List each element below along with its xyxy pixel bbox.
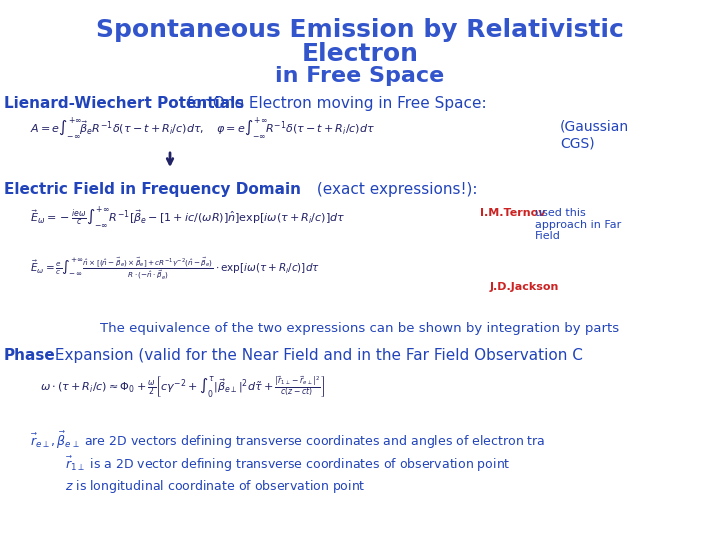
Text: (exact expressions!):: (exact expressions!): [312, 182, 477, 197]
Text: $\vec{E}_\omega=-\frac{ie\omega}{c}\int_{-\infty}^{+\infty}R^{-1}[\vec{\beta}_e-: $\vec{E}_\omega=-\frac{ie\omega}{c}\int_… [30, 205, 346, 230]
Text: Electron: Electron [302, 42, 418, 66]
Text: in Free Space: in Free Space [275, 66, 445, 86]
Text: The equivalence of the two expressions can be shown by integration by parts: The equivalence of the two expressions c… [100, 322, 619, 335]
Text: Lienard-Wiechert Potentials: Lienard-Wiechert Potentials [4, 96, 244, 111]
Text: used this
approach in Far
Field: used this approach in Far Field [535, 208, 621, 241]
Text: $\vec{r}_{1\perp}$ is a 2D vector defining transverse coordinates of observation: $\vec{r}_{1\perp}$ is a 2D vector defini… [65, 455, 510, 474]
Text: J.D.Jackson: J.D.Jackson [490, 282, 559, 292]
Text: Electric Field in Frequency Domain: Electric Field in Frequency Domain [4, 182, 301, 197]
Text: $\vec{E}_\omega=\frac{e}{c}\int_{-\infty}^{+\infty}\frac{\hat{n}\times[(\hat{n}-: $\vec{E}_\omega=\frac{e}{c}\int_{-\infty… [30, 255, 320, 281]
Text: I.M.Ternov: I.M.Ternov [480, 208, 546, 218]
Text: Phase: Phase [4, 348, 55, 363]
Text: Expansion (valid for the Near Field and in the Far Field Observation C: Expansion (valid for the Near Field and … [50, 348, 583, 363]
Text: $A=e\int_{-\infty}^{+\infty}\!\vec{\beta}_e R^{-1}\delta(\tau-t+R_i/c)d\tau,\qua: $A=e\int_{-\infty}^{+\infty}\!\vec{\beta… [30, 116, 375, 141]
Text: $\omega\cdot(\tau+R_i/c)\approx\Phi_0+\frac{\omega}{2}\left[c\gamma^{-2}+\int_0^: $\omega\cdot(\tau+R_i/c)\approx\Phi_0+\f… [40, 375, 325, 400]
Text: for One Electron moving in Free Space:: for One Electron moving in Free Space: [182, 96, 487, 111]
Text: $z$ is longitudinal coordinate of observation point: $z$ is longitudinal coordinate of observ… [65, 478, 366, 495]
Text: Spontaneous Emission by Relativistic: Spontaneous Emission by Relativistic [96, 18, 624, 42]
Text: $\vec{r}_{e\perp}, \vec{\beta}_{e\perp}$ are 2D vectors defining transverse coor: $\vec{r}_{e\perp}, \vec{\beta}_{e\perp}$… [30, 430, 546, 451]
Text: (Gaussian
CGS): (Gaussian CGS) [560, 120, 629, 150]
